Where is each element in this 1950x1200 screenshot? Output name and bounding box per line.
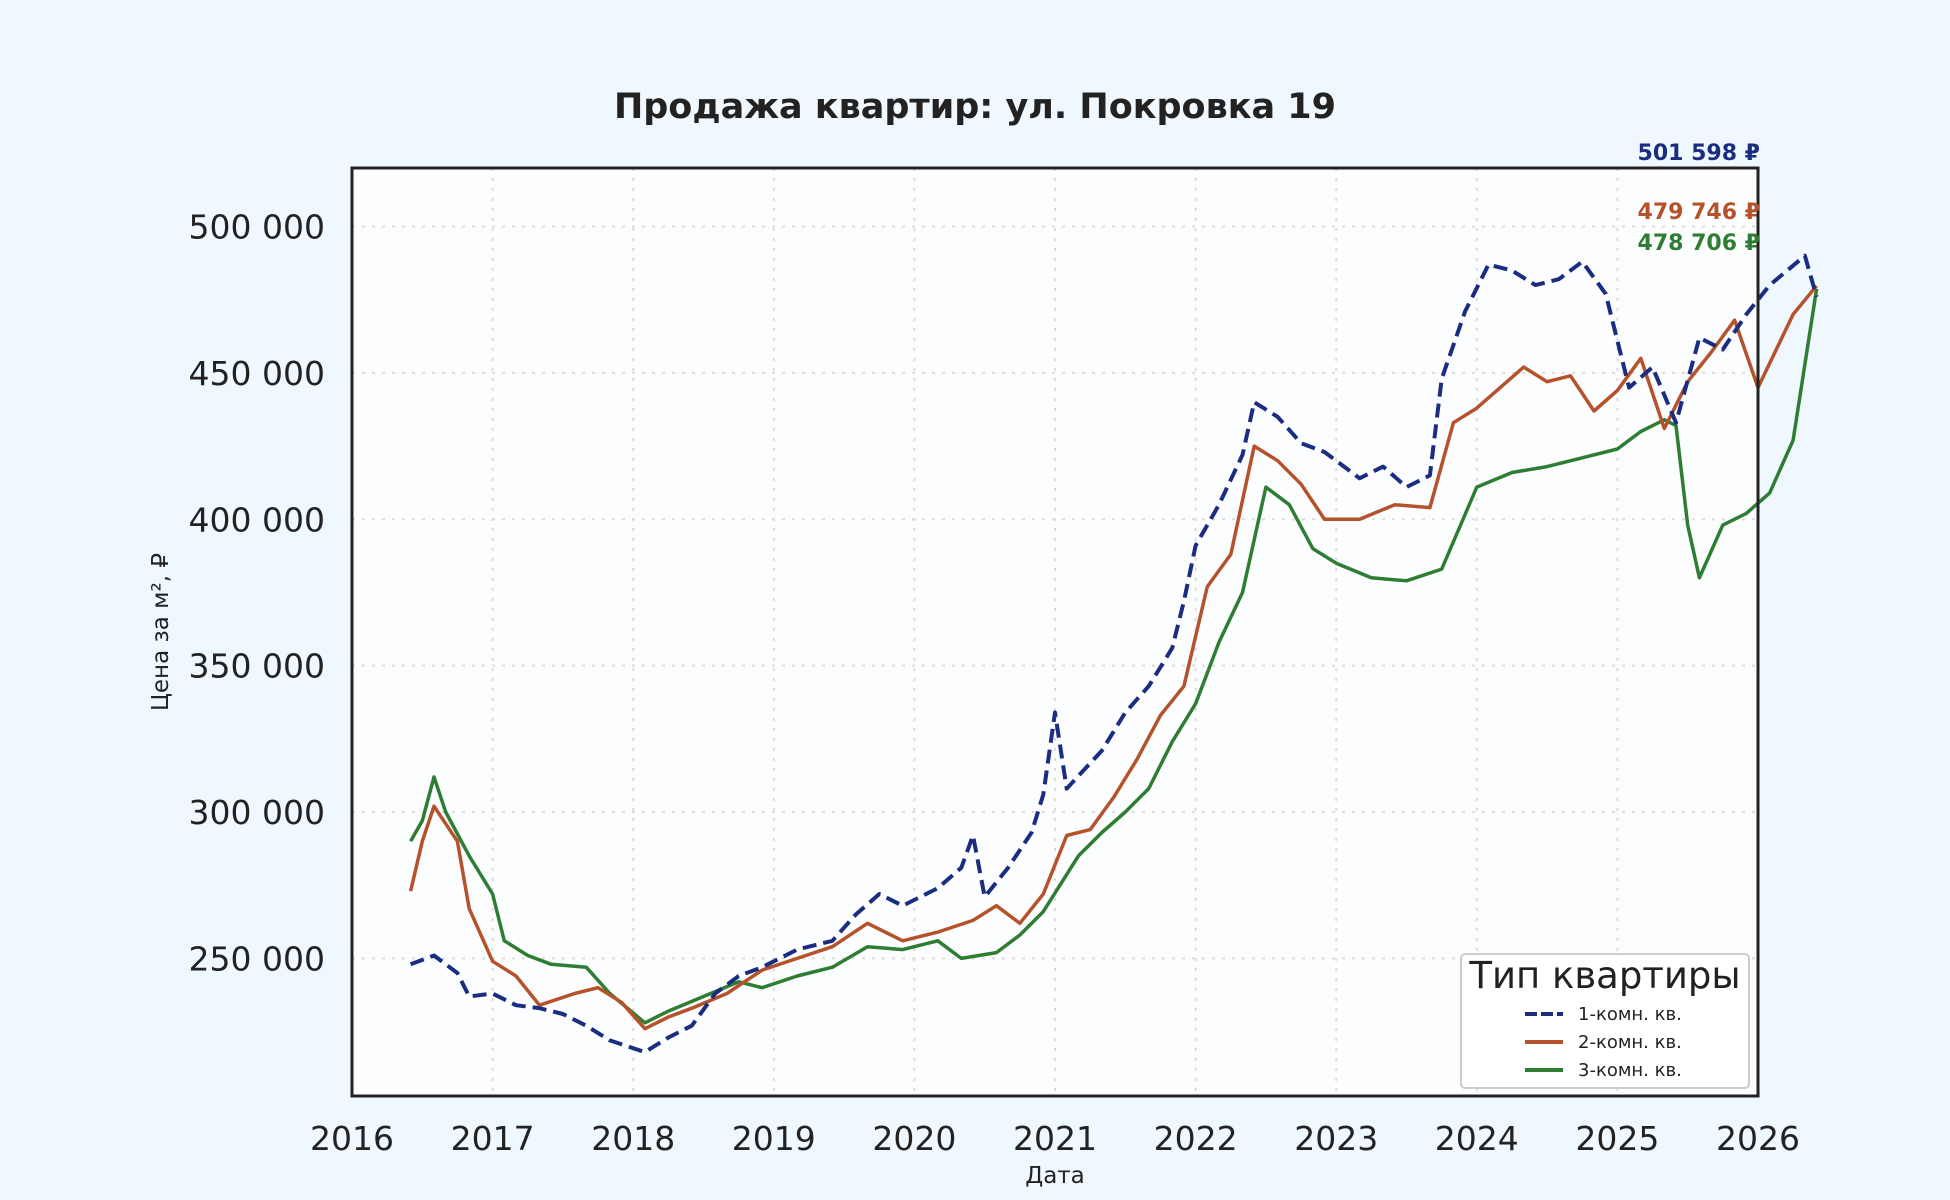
legend-item-label: 1-комн. кв.	[1578, 1004, 1682, 1025]
x-tick-label: 2017	[451, 1119, 535, 1158]
series-line-2	[408, 284, 1818, 1031]
y-tick-label: 300 000	[189, 793, 325, 832]
plot-area	[352, 168, 1758, 1096]
x-tick-label: 2024	[1435, 1119, 1519, 1158]
series-lines	[408, 253, 1819, 1055]
y-tick-label: 350 000	[189, 647, 325, 686]
legend-item-label: 2-комн. кв.	[1578, 1032, 1682, 1053]
x-tick-label: 2022	[1154, 1119, 1238, 1158]
x-tick-label: 2021	[1013, 1119, 1097, 1158]
legend-box	[1460, 953, 1750, 1089]
x-tick-label: 2026	[1716, 1119, 1800, 1158]
legend-title: Тип квартиры	[1468, 954, 1740, 997]
end-value-label: 479 746 ₽	[1638, 200, 1760, 225]
end-value-labels: 501 598 ₽ 479 746 ₽ 478 706 ₽	[1638, 141, 1760, 256]
y-tick-label: 250 000	[189, 939, 325, 978]
x-tick-label: 2025	[1575, 1119, 1659, 1158]
y-tick-label: 500 000	[189, 208, 325, 247]
legend: Тип квартиры 1-комн. кв. 2-комн. кв. 3-ком…	[1460, 953, 1750, 1089]
x-tick-label: 2018	[591, 1119, 675, 1158]
chart-title: Продажа квартир: ул. Покровка 19	[614, 87, 1336, 127]
x-tick-label: 2020	[872, 1119, 956, 1158]
x-tick-label: 2019	[732, 1119, 816, 1158]
x-axis-label: Дата	[1025, 1163, 1085, 1189]
series-line-3	[409, 288, 1819, 1025]
x-tick-label: 2023	[1294, 1119, 1378, 1158]
grid	[351, 168, 1759, 1096]
y-tick-label: 450 000	[189, 354, 325, 393]
y-axis-label: Цена за м², ₽	[148, 553, 174, 711]
y-tick-labels: 250 000 300 000 350 000 400 000 450 000 500 0…	[189, 208, 325, 979]
plot-frame	[350, 166, 1760, 1098]
end-value-label: 501 598 ₽	[1638, 141, 1760, 166]
legend-item-label: 3-комн. кв.	[1578, 1060, 1682, 1081]
x-tick-label: 2016	[310, 1119, 394, 1158]
series-line-1	[409, 253, 1819, 1055]
end-value-label: 478 706 ₽	[1638, 231, 1760, 256]
y-tick-label: 400 000	[189, 500, 325, 539]
x-tick-labels: 2016 2017 2018 2019 2020 2021 2022 2023 2024 2025…	[310, 1119, 1800, 1158]
